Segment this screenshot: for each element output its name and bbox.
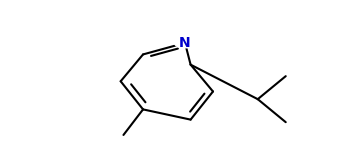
Text: N: N (179, 36, 191, 50)
Circle shape (174, 38, 196, 48)
